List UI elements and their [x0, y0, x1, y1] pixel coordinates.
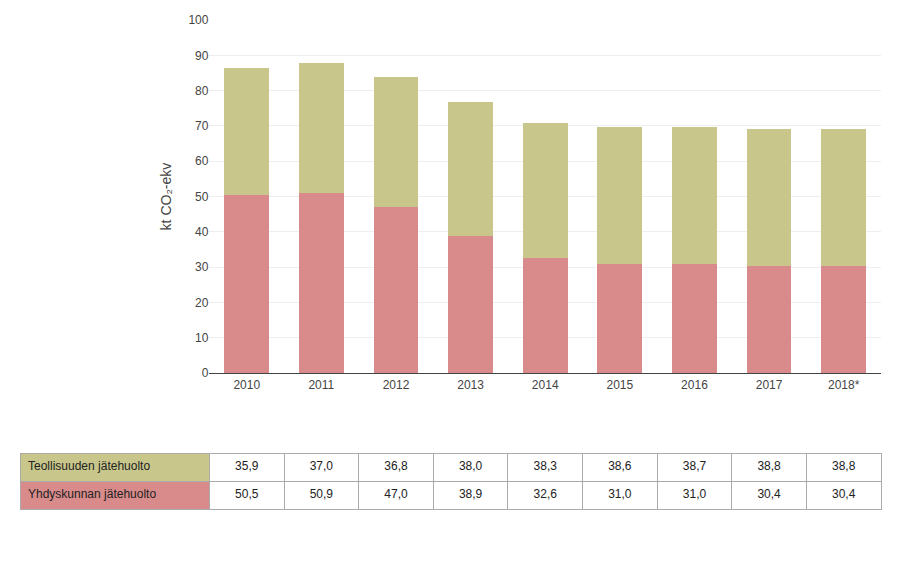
svg-text:2011: 2011 [308, 378, 334, 392]
svg-text:80: 80 [195, 84, 209, 98]
svg-text:30: 30 [195, 260, 209, 274]
svg-text:30,4: 30,4 [757, 487, 781, 501]
svg-text:38,6: 38,6 [608, 459, 632, 473]
svg-text:2018*: 2018* [828, 378, 860, 392]
svg-text:Yhdyskunnan jätehuolto: Yhdyskunnan jätehuolto [28, 487, 156, 501]
svg-text:60: 60 [195, 154, 209, 168]
svg-text:2010: 2010 [233, 378, 260, 392]
svg-text:38,7: 38,7 [683, 459, 707, 473]
svg-text:38,9: 38,9 [459, 487, 483, 501]
svg-text:100: 100 [188, 13, 208, 27]
svg-text:10: 10 [195, 331, 209, 345]
svg-text:38,0: 38,0 [459, 459, 483, 473]
svg-text:Teollisuuden jätehuolto: Teollisuuden jätehuolto [28, 459, 150, 473]
svg-text:50,9: 50,9 [310, 487, 334, 501]
svg-text:38,3: 38,3 [534, 459, 558, 473]
svg-text:38,8: 38,8 [832, 459, 856, 473]
svg-text:35,9: 35,9 [235, 459, 259, 473]
svg-text:0: 0 [202, 366, 209, 380]
svg-text:2012: 2012 [383, 378, 410, 392]
svg-text:38,8: 38,8 [757, 459, 781, 473]
svg-text:2015: 2015 [606, 378, 633, 392]
svg-text:31,0: 31,0 [608, 487, 632, 501]
svg-text:20: 20 [195, 296, 209, 310]
svg-text:47,0: 47,0 [384, 487, 408, 501]
svg-text:31,0: 31,0 [683, 487, 707, 501]
svg-text:30,4: 30,4 [832, 487, 856, 501]
svg-text:70: 70 [195, 119, 209, 133]
svg-text:2017: 2017 [756, 378, 783, 392]
svg-text:2014: 2014 [532, 378, 559, 392]
svg-text:90: 90 [195, 49, 209, 63]
svg-text:50: 50 [195, 190, 209, 204]
svg-text:kt CO₂-ekv: kt CO₂-ekv [158, 163, 174, 231]
svg-text:2016: 2016 [681, 378, 708, 392]
svg-text:37,0: 37,0 [310, 459, 334, 473]
svg-text:2013: 2013 [457, 378, 484, 392]
svg-text:40: 40 [195, 225, 209, 239]
svg-text:32,6: 32,6 [534, 487, 558, 501]
svg-text:50,5: 50,5 [235, 487, 259, 501]
svg-text:36,8: 36,8 [384, 459, 408, 473]
